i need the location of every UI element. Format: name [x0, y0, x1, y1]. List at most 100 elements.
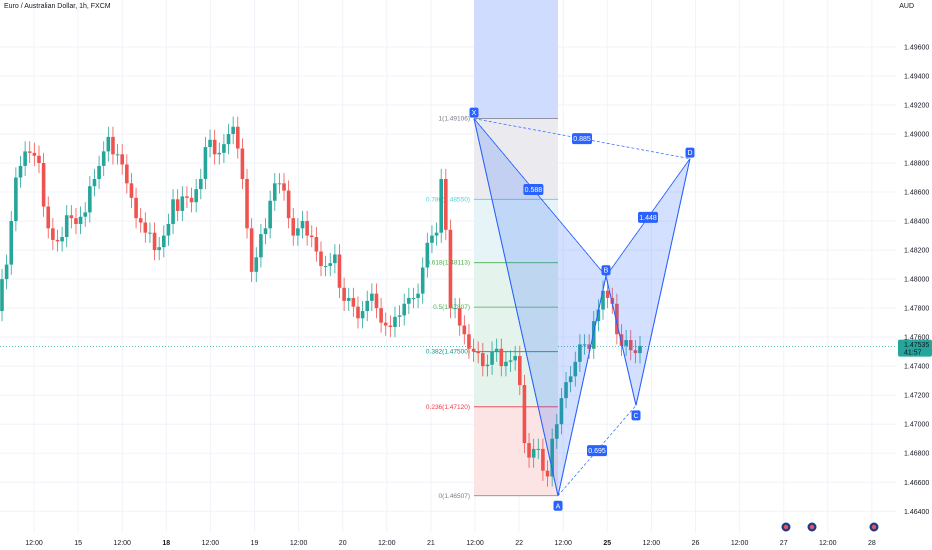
- candle-body: [527, 443, 531, 458]
- candle-body: [578, 344, 582, 362]
- candle-body: [573, 361, 578, 377]
- candle-body: [416, 293, 420, 298]
- candle-body: [55, 239, 60, 242]
- time-tick-label: 12:00: [466, 540, 484, 547]
- candle-body: [356, 306, 360, 319]
- candle-body: [32, 152, 37, 156]
- candle-body: [305, 221, 309, 236]
- candle-body: [51, 228, 55, 240]
- candle-body: [9, 221, 14, 265]
- event-flags[interactable]: [780, 521, 880, 533]
- candle-body: [457, 308, 462, 326]
- candle-body: [342, 287, 346, 301]
- price-axis[interactable]: 1.49600 1.49400 1.49200 1.49000 1.48800 1.486…: [898, 44, 932, 516]
- candle-body: [591, 321, 596, 349]
- candle-body: [27, 151, 32, 153]
- candle-body: [69, 215, 74, 219]
- candle-body: [74, 218, 78, 224]
- pattern-point-badge[interactable]: [601, 265, 611, 276]
- candle-body: [554, 424, 559, 439]
- countdown-label: 41:57: [904, 350, 922, 357]
- event-flag-dot: [871, 524, 877, 530]
- candle-body: [393, 316, 397, 327]
- candle-body: [115, 154, 120, 156]
- ratio-badge[interactable]: [572, 133, 592, 145]
- candle-body: [559, 398, 564, 425]
- candle-body: [624, 340, 628, 346]
- candle-body: [374, 293, 379, 309]
- candle-body: [259, 234, 263, 258]
- candle-body: [536, 448, 541, 450]
- fib-level-label: 0.236(1.47120): [426, 404, 470, 411]
- fib-retracement[interactable]: 1(1.49106) 0.786(1.48550) 0.618(1.48113) 0.…: [426, 0, 558, 500]
- candle-body: [633, 350, 638, 354]
- candle-body: [513, 356, 517, 361]
- time-tick-label: 12:00: [202, 540, 220, 547]
- candle-body: [568, 376, 573, 383]
- time-tick-label: 12:00: [290, 540, 308, 547]
- candle-body: [185, 196, 189, 198]
- symbol-title: Euro / Australian Dollar, 1h, FXCM: [4, 3, 111, 10]
- pattern-point-badge[interactable]: [553, 500, 563, 511]
- current-price-badge[interactable]: [898, 339, 932, 357]
- time-tick-label: 12:00: [819, 540, 837, 547]
- candle-body: [619, 334, 624, 346]
- candle-body: [37, 155, 41, 164]
- candle-body: [379, 308, 383, 323]
- price-tick-label: 1.46600: [904, 480, 929, 487]
- price-tick-label: 1.49600: [904, 44, 929, 51]
- candle-body: [148, 232, 152, 234]
- time-tick-label: 25: [603, 540, 611, 547]
- ratio-label: 0.885: [573, 136, 591, 143]
- candle-body: [638, 345, 642, 354]
- candle-body: [300, 221, 305, 229]
- time-axis[interactable]: 12:00 15 12:00 18 12:00 19 12:00 20 12:00 21 12:00…: [25, 540, 876, 547]
- candle-body: [245, 178, 249, 229]
- time-tick-label: 12:00: [25, 540, 43, 547]
- ratio-badge[interactable]: [523, 184, 544, 196]
- ratio-badge[interactable]: [587, 445, 607, 457]
- candle-body: [346, 297, 351, 301]
- candle-body: [485, 364, 490, 367]
- price-tick-label: 1.49400: [904, 73, 929, 80]
- fib-level-label: 0.382(1.47500): [426, 349, 470, 356]
- fib-level-label: 1(1.49106): [439, 116, 470, 123]
- candle-body: [430, 235, 434, 243]
- candle-body: [162, 235, 166, 248]
- price-tick-label: 1.48000: [904, 277, 929, 284]
- ratio-label: 0.695: [588, 448, 606, 455]
- candle-body: [92, 178, 97, 187]
- candle-body: [249, 228, 254, 272]
- candle-body: [152, 232, 157, 251]
- price-tick-label: 1.47000: [904, 422, 929, 429]
- pattern-triangle-bcd: [605, 158, 691, 406]
- candle-body: [411, 297, 416, 299]
- candle-body: [471, 348, 476, 352]
- event-flag-dot: [809, 524, 815, 530]
- candle-body: [0, 279, 4, 312]
- candle-body: [208, 139, 212, 148]
- pattern-point-badge[interactable]: [631, 410, 641, 421]
- candle-body: [296, 228, 300, 236]
- candle-body: [360, 311, 365, 319]
- candle-body: [444, 178, 448, 230]
- candle-body: [319, 251, 323, 267]
- pattern-point-badge[interactable]: [469, 107, 479, 118]
- grid-lines: [0, 0, 896, 532]
- candle-body: [481, 353, 485, 367]
- candle-body: [351, 297, 356, 307]
- candle-body: [337, 254, 342, 288]
- candle-body: [601, 290, 605, 310]
- candle-body: [46, 206, 51, 229]
- candle-body: [111, 136, 115, 155]
- time-tick-label: 12:00: [643, 540, 661, 547]
- xabcd-pattern[interactable]: X A B C D 0.588 0.885 1.448 0.695: [469, 107, 695, 511]
- ratio-line-xd: [473, 118, 691, 160]
- candle-body: [434, 232, 439, 236]
- ratio-badge[interactable]: [638, 211, 658, 223]
- time-tick-label: 12:00: [113, 540, 131, 547]
- pattern-point-badge[interactable]: [685, 147, 695, 158]
- price-tick-label: 1.47800: [904, 306, 929, 313]
- candle-body: [286, 190, 291, 219]
